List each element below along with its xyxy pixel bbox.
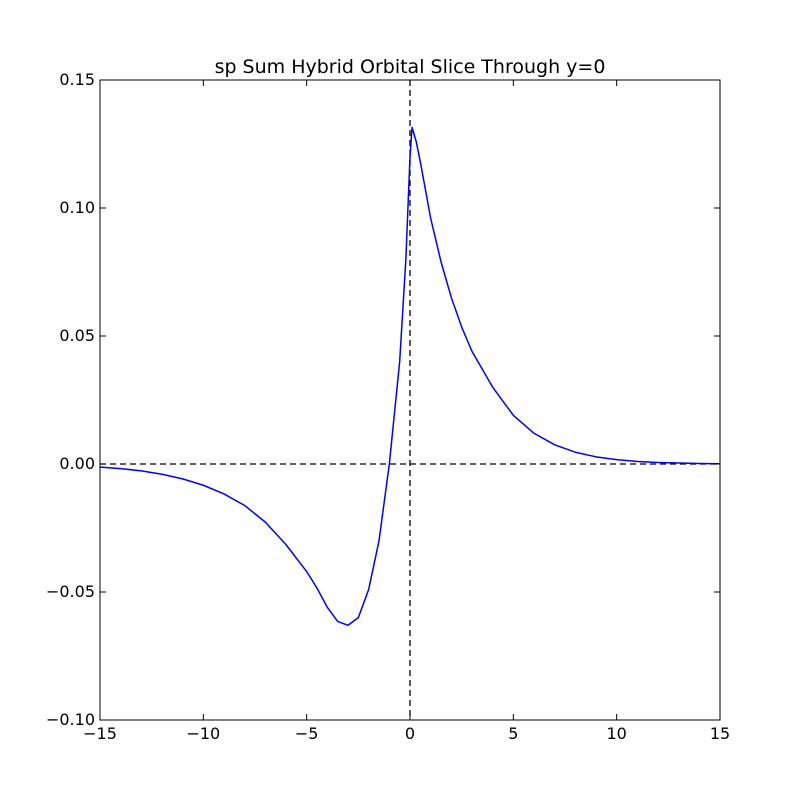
x-tick-label: 5 [508,724,518,743]
axis-ticks: −15 −10 −5 0 5 10 15 −0.10 −0.05 0.00 0.05 0.10 0.15 [46,70,730,743]
x-tick-label: −10 [186,724,220,743]
y-tick-label: 0.10 [59,198,95,217]
y-tick-label: −0.05 [46,582,95,601]
chart-title: sp Sum Hybrid Orbital Slice Through y=0 [215,56,606,78]
series-line-0 [99,126,721,627]
reference-lines [100,80,720,720]
y-tick-label: 0.00 [59,454,95,473]
y-tick-label: 0.05 [59,326,95,345]
x-tick-label: 10 [606,724,626,743]
x-tick-label: −15 [83,724,117,743]
x-tick-label: −5 [295,724,319,743]
y-tick-label: 0.15 [59,70,95,89]
y-tick-label: −0.10 [46,710,95,729]
x-tick-label: 0 [405,724,415,743]
x-tick-label: 15 [710,724,730,743]
series-layer [99,126,721,627]
